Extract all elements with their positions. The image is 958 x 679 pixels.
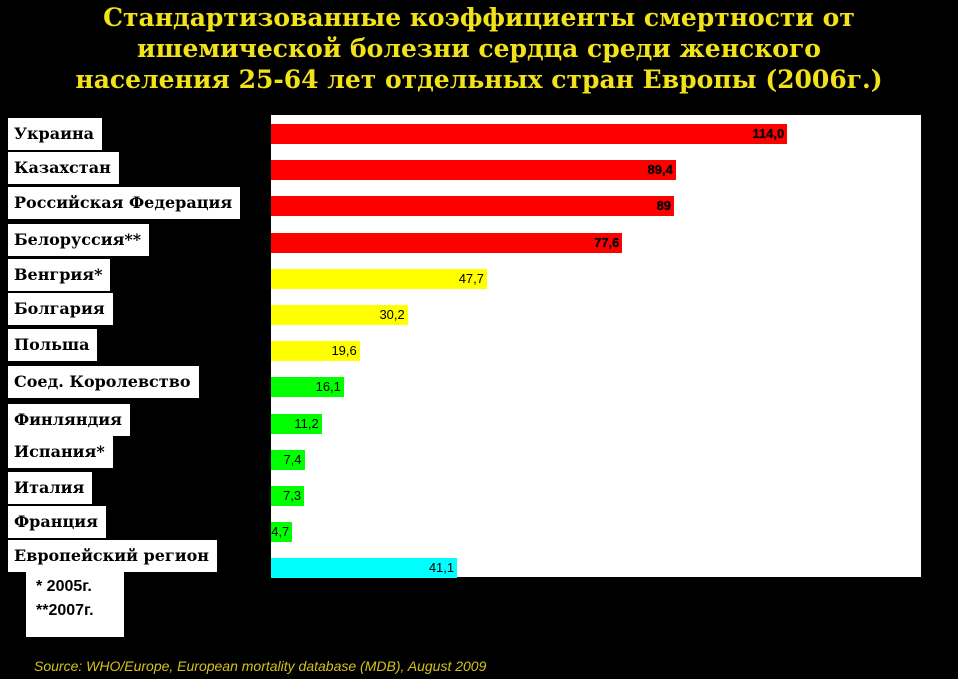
category-label-8: Финляндия [8,404,130,436]
data-label-7: 16,1 [315,379,341,395]
bar-8 [271,413,322,434]
bar-7 [271,377,344,398]
data-label-3: 77,6 [594,234,620,250]
category-label-10: Италия [8,472,93,504]
bar-6 [271,341,360,362]
chart-title: Стандартизованные коэффициенты смертност… [0,2,958,95]
data-label-10: 7,3 [282,488,302,503]
category-label-7: Соед. Королевство [8,366,199,398]
title-line-3: населения 25-64 лет отдельных стран Евро… [75,65,883,94]
title-line-1: Стандартизованные коэффициенты смертност… [103,3,855,32]
bar-12 [271,558,458,579]
bar-11 [271,522,293,543]
bar-0 [271,124,788,144]
data-label-5: 30,2 [379,307,405,322]
category-label-5: Болгария [8,293,113,325]
data-label-1: 89,4 [647,162,673,178]
data-label-11: 4,7 [271,524,290,540]
category-label-1: Казахстан [8,152,119,184]
footnote-2005: * 2005г. [36,578,92,595]
bar-5 [271,305,408,325]
bar-3 [271,232,623,253]
bar-1 [271,160,676,181]
bar-10 [271,486,305,506]
data-label-9: 7,4 [283,451,302,467]
category-label-3: Белоруссия** [8,224,150,256]
category-label-0: Украина [8,118,103,150]
category-label-2: Российская Федерация [8,187,241,219]
data-label-2: 89 [656,198,672,214]
title-line-2: ишемической болезни сердца среди женског… [137,34,821,63]
data-label-12: 41,1 [428,560,455,576]
category-label-6: Польша [8,329,98,361]
category-label-4: Венгрия* [8,259,111,291]
category-label-9: Испания* [8,436,113,468]
bar-2 [271,196,675,217]
footnote-2007: **2007г. [36,602,94,619]
data-label-8: 11,2 [294,415,319,431]
plot-area: 114,0 89,4 89 77,6 47,7 30,2 19,6 16,1 11,2 7,4 7,… [271,115,921,579]
data-label-4: 47,7 [458,270,485,286]
source-note: Source: WHO/Europe, European mortality d… [34,658,487,674]
category-label-12: Европейский регион [8,540,217,572]
data-label-6: 19,6 [331,343,357,359]
category-label-11: Франция [8,506,106,538]
data-label-0: 114,0 [752,126,785,141]
footnotes: * 2005г. **2007г. [26,571,124,637]
bar-9 [271,449,305,470]
bar-4 [271,268,487,289]
